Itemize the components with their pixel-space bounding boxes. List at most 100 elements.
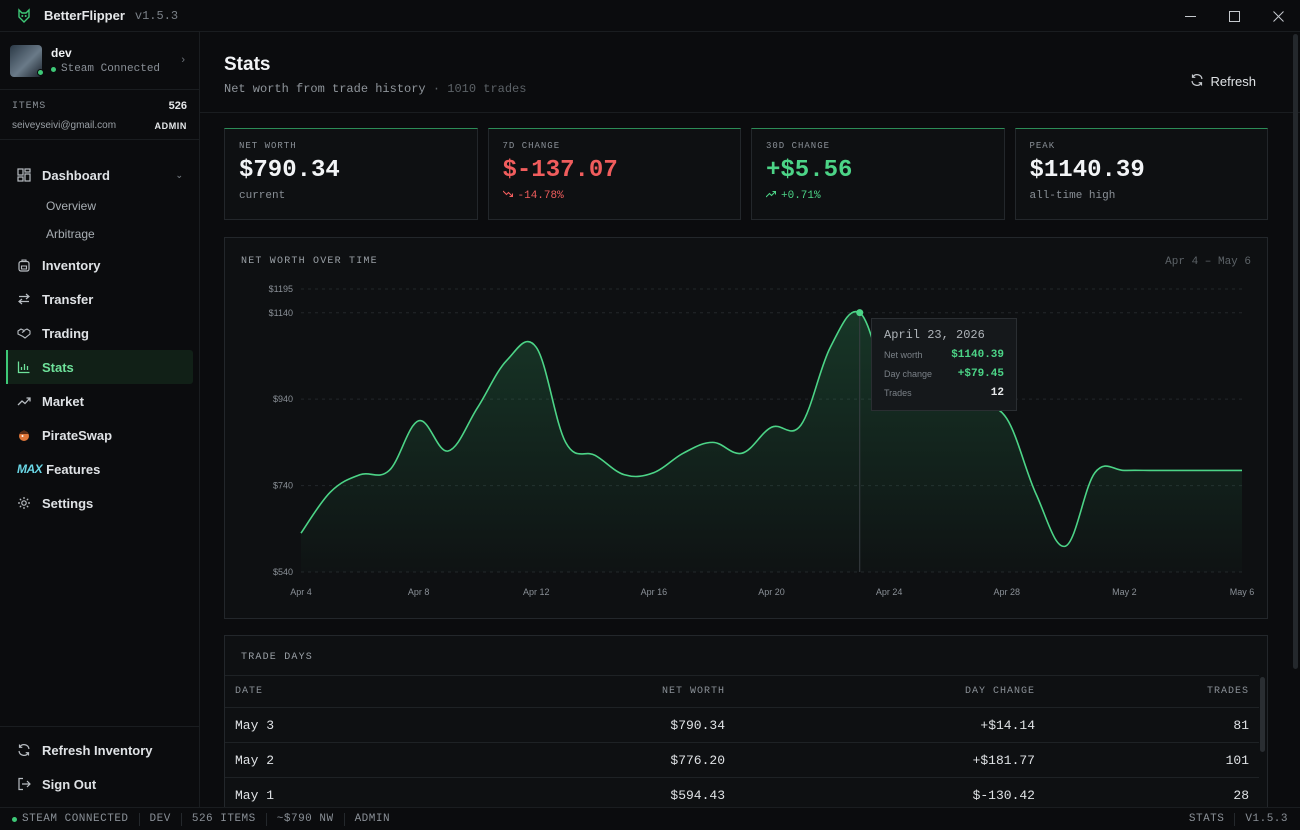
- sidebar-item-market[interactable]: Market: [6, 384, 193, 418]
- sidebar: dev Steam Connected › ITEMS 526 seiveysei…: [0, 32, 200, 807]
- refresh-icon: [17, 743, 31, 757]
- x-tick-label: Apr 28: [993, 587, 1020, 597]
- close-icon: [1272, 10, 1284, 22]
- trending-up-icon: [17, 394, 31, 408]
- card-value: $1140.39: [1029, 157, 1145, 184]
- status-page: STATS: [1177, 812, 1236, 826]
- max-badge: MAX: [17, 462, 43, 476]
- 7d-change-card: 7D CHANGE $-137.07 -14.78%: [487, 128, 741, 220]
- sidebar-item-label: Market: [42, 393, 84, 409]
- tooltip-net-worth: $1140.39: [951, 349, 1004, 361]
- sidebar-item-label: Inventory: [42, 257, 101, 273]
- minimize-icon: [1184, 15, 1196, 17]
- minimize-button[interactable]: [1168, 0, 1212, 32]
- account-summary: ITEMS 526 seiveyseivi@gmail.com ADMIN: [0, 90, 199, 140]
- card-label: 30D CHANGE: [766, 141, 831, 151]
- sidebar-item-dashboard[interactable]: Dashboard ⌄: [6, 158, 193, 192]
- table-title: TRADE DAYS: [241, 652, 314, 663]
- highlight-point: [856, 309, 864, 317]
- sidebar-item-transfer[interactable]: Transfer: [6, 282, 193, 316]
- x-tick-label: Apr 20: [758, 587, 785, 597]
- sign-out-icon: [17, 777, 31, 791]
- sidebar-item-label: Dashboard: [42, 167, 110, 183]
- subtitle-separator: ·: [432, 82, 441, 96]
- bar-chart-icon: [17, 360, 31, 374]
- card-value: $-137.07: [502, 157, 618, 184]
- status-bar: STEAM CONNECTED DEV 526 ITEMS ~$790 NW A…: [0, 807, 1300, 830]
- x-tick-label: Apr 16: [641, 587, 668, 597]
- tooltip-trades: 12: [990, 387, 1004, 399]
- account-email: seiveyseivi@gmail.com: [12, 120, 117, 131]
- page-subtitle: Net worth from trade history: [224, 82, 426, 96]
- chart-title: NET WORTH OVER TIME: [241, 256, 378, 267]
- sidebar-item-stats[interactable]: Stats: [6, 350, 193, 384]
- sidebar-item-trading[interactable]: Trading: [6, 316, 193, 350]
- column-header-net-worth[interactable]: NET WORTH: [661, 686, 725, 697]
- page-title: Stats: [224, 54, 271, 75]
- chart-canvas[interactable]: $1195 $1140 $940 $740 $540 Apr 4 Apr 8 Apr 12 Ap…: [225, 238, 1267, 618]
- cell-trades: 101: [1225, 752, 1249, 768]
- chart-tooltip: April 23, 2026 Net worth $1140.39 Day cha…: [871, 318, 1017, 411]
- trade-days-table: TRADE DAYS DATE NET WORTH DAY CHANGE TRA…: [224, 635, 1268, 807]
- cell-date: May 3: [235, 717, 275, 733]
- table-row[interactable]: May 2 $776.20 +$181.77 101: [225, 743, 1259, 778]
- y-tick-label: $540: [273, 567, 293, 577]
- maximize-button[interactable]: [1212, 0, 1256, 32]
- status-items: 526 ITEMS: [182, 812, 267, 826]
- sidebar-item-features[interactable]: MAX Features: [6, 452, 193, 486]
- status-dot: [12, 816, 17, 822]
- table-row[interactable]: May 1 $594.43 $-130.42 28: [225, 778, 1259, 807]
- cell-trades: 28: [1233, 787, 1249, 803]
- refresh-inventory-button[interactable]: Refresh Inventory: [6, 733, 193, 767]
- card-foot: -14.78%: [517, 190, 564, 202]
- table-header: DATE NET WORTH DAY CHANGE TRADES: [225, 675, 1259, 708]
- y-tick-label: $940: [273, 394, 293, 404]
- pirate-icon: [17, 428, 31, 442]
- sidebar-item-arbitrage[interactable]: Arbitrage: [46, 227, 95, 241]
- chevron-right-icon: ›: [181, 54, 185, 66]
- tooltip-label: Day change: [884, 369, 933, 379]
- column-header-day-change[interactable]: DAY CHANGE: [964, 686, 1035, 697]
- card-label: PEAK: [1029, 141, 1056, 151]
- status-steam: STEAM CONNECTED: [22, 813, 129, 825]
- column-header-date[interactable]: DATE: [235, 686, 264, 697]
- items-count: 526: [168, 100, 187, 112]
- x-tick-label: May 2: [1112, 587, 1137, 597]
- column-header-trades[interactable]: TRADES: [1206, 686, 1249, 697]
- sidebar-item-settings[interactable]: Settings: [6, 486, 193, 520]
- sidebar-item-pirateswap[interactable]: PirateSwap: [6, 418, 193, 452]
- card-foot: all-time high: [1029, 190, 1116, 202]
- chevron-down-icon: ⌄: [175, 169, 183, 180]
- area-fill: [301, 311, 1242, 572]
- cell-day-change: +$14.14: [980, 717, 1035, 733]
- refresh-label: Refresh: [1210, 74, 1256, 89]
- cell-net-worth: $776.20: [670, 752, 725, 768]
- cell-date: May 1: [235, 787, 275, 803]
- x-tick-label: May 6: [1230, 587, 1255, 597]
- gear-icon: [17, 496, 31, 510]
- tooltip-label: Net worth: [884, 350, 923, 360]
- tooltip-day-change: +$79.45: [957, 368, 1004, 380]
- close-button[interactable]: [1256, 0, 1300, 32]
- trending-down-icon: [502, 190, 513, 202]
- sidebar-item-inventory[interactable]: Inventory: [6, 248, 193, 282]
- profile-switcher[interactable]: dev Steam Connected ›: [0, 32, 199, 90]
- card-value: $790.34: [239, 157, 340, 184]
- card-label: NET WORTH: [239, 141, 297, 151]
- refresh-button[interactable]: Refresh: [1190, 73, 1256, 90]
- main-scrollbar[interactable]: [1293, 34, 1298, 669]
- handshake-icon: [17, 326, 31, 340]
- status-role: ADMIN: [354, 813, 391, 825]
- sidebar-item-overview[interactable]: Overview: [46, 199, 97, 213]
- peak-card: PEAK $1140.39 all-time high: [1014, 128, 1268, 220]
- x-tick-label: Apr 8: [408, 587, 430, 597]
- x-tick-label: Apr 4: [290, 587, 312, 597]
- x-tick-label: Apr 24: [876, 587, 903, 597]
- cell-day-change: $-130.42: [972, 787, 1035, 803]
- sign-out-button[interactable]: Sign Out: [6, 767, 193, 801]
- table-scrollbar[interactable]: [1260, 677, 1265, 752]
- cell-net-worth: $594.43: [670, 787, 725, 803]
- card-label: 7D CHANGE: [502, 141, 561, 151]
- sidebar-item-label: Settings: [42, 495, 94, 511]
- table-row[interactable]: May 3 $790.34 +$14.14 81: [225, 708, 1259, 743]
